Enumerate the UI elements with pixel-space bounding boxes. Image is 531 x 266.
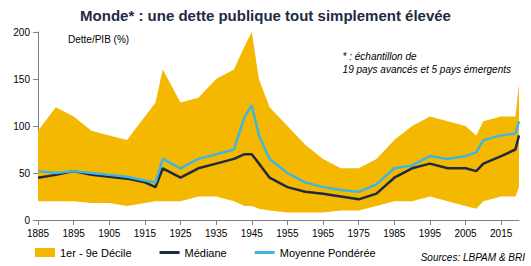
svg-text:1955: 1955: [276, 228, 299, 239]
svg-text:Moyenne Pondérée: Moyenne Pondérée: [280, 247, 376, 259]
svg-text:1925: 1925: [169, 228, 192, 239]
svg-text:150: 150: [13, 74, 30, 85]
svg-text:1985: 1985: [383, 228, 406, 239]
svg-text:200: 200: [13, 27, 30, 38]
svg-text:0: 0: [24, 215, 30, 226]
svg-text:Médiane: Médiane: [185, 247, 227, 259]
svg-text:1895: 1895: [63, 228, 86, 239]
svg-text:1935: 1935: [205, 228, 228, 239]
svg-text:50: 50: [19, 168, 31, 179]
svg-text:Monde* : une dette publique to: Monde* : une dette publique tout simplem…: [80, 7, 451, 24]
svg-text:1945: 1945: [241, 228, 264, 239]
svg-text:2005: 2005: [454, 228, 477, 239]
svg-text:1915: 1915: [134, 228, 157, 239]
svg-text:1965: 1965: [312, 228, 335, 239]
svg-text:1er - 9e Décile: 1er - 9e Décile: [60, 247, 132, 259]
svg-text:19 pays avancés et 5 pays émer: 19 pays avancés et 5 pays émergents: [343, 64, 511, 75]
svg-text:2015: 2015: [490, 228, 513, 239]
svg-text:1905: 1905: [98, 228, 121, 239]
svg-text:Sources: LBPAM & BRI: Sources: LBPAM & BRI: [421, 252, 526, 263]
svg-text:100: 100: [13, 121, 30, 132]
svg-text:1975: 1975: [348, 228, 371, 239]
svg-text:* : échantillon de: * : échantillon de: [343, 51, 417, 62]
svg-text:1995: 1995: [419, 228, 442, 239]
svg-text:1885: 1885: [27, 228, 50, 239]
svg-text:Dette/PIB (%): Dette/PIB (%): [68, 34, 129, 45]
